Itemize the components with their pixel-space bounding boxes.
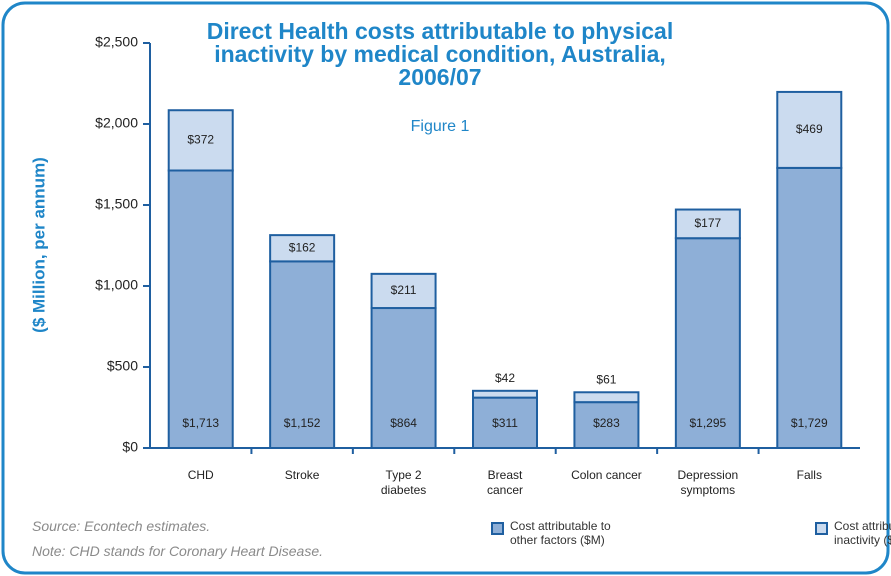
value-label: $864 xyxy=(390,416,417,430)
value-label: $469 xyxy=(796,122,823,136)
bar-segment xyxy=(167,109,234,172)
value-label: $177 xyxy=(695,216,722,230)
source-note: Source: Econtech estimates. xyxy=(32,518,211,534)
x-tick-label: Breast cancer xyxy=(486,468,524,497)
footnote: Note: CHD stands for Coronary Heart Dise… xyxy=(32,543,323,559)
x-tick-label: Depression symptoms xyxy=(677,468,739,497)
value-label: $162 xyxy=(289,240,316,254)
legend-label: Cost attributable to inactivity ($M) xyxy=(834,519,891,547)
value-label: $311 xyxy=(492,416,518,430)
value-label: $211 xyxy=(391,283,417,297)
x-tick-label: Colon cancer xyxy=(571,468,642,482)
bar-segment xyxy=(573,391,640,404)
y-tick-label: $500 xyxy=(107,358,138,374)
value-label: $1,713 xyxy=(182,416,219,430)
value-label: $1,729 xyxy=(791,416,828,430)
bar-segment xyxy=(472,396,538,450)
y-tick-label: $1,500 xyxy=(95,196,138,212)
bar-segment xyxy=(370,272,437,310)
bar-segment xyxy=(370,307,437,450)
legend-swatch xyxy=(815,522,828,535)
bar-segment xyxy=(472,389,538,399)
y-tick-label: $0 xyxy=(122,439,138,455)
value-label: $61 xyxy=(596,372,616,386)
bar-segment xyxy=(674,208,741,240)
value-label: $1,295 xyxy=(690,416,727,430)
y-tick-label: $1,000 xyxy=(95,277,138,293)
y-tick-label: $2,500 xyxy=(95,34,138,50)
bar-segment xyxy=(167,169,234,450)
value-label: $283 xyxy=(593,416,620,430)
x-tick-label: Stroke xyxy=(284,468,320,482)
bar-segment xyxy=(776,90,843,169)
bar-segment xyxy=(269,234,336,263)
y-tick-label: $2,000 xyxy=(95,115,138,131)
value-label: $372 xyxy=(187,133,214,147)
legend-swatch xyxy=(491,522,504,535)
x-tick-label: Type 2 diabetes xyxy=(380,468,427,497)
x-tick-label: Falls xyxy=(796,468,822,482)
bar-segment xyxy=(674,237,741,449)
value-label: $1,152 xyxy=(284,416,321,430)
bar-segment xyxy=(776,166,843,449)
chart-subtitle: Figure 1 xyxy=(410,118,470,135)
value-label: $42 xyxy=(495,371,515,385)
y-axis-label: ($ Million, per annum) xyxy=(29,157,48,333)
x-tick-label: CHD xyxy=(187,468,214,482)
chart-title: Direct Health costs attributable to phys… xyxy=(206,18,674,90)
legend-label: Cost attributable to other factors ($M) xyxy=(510,519,611,547)
